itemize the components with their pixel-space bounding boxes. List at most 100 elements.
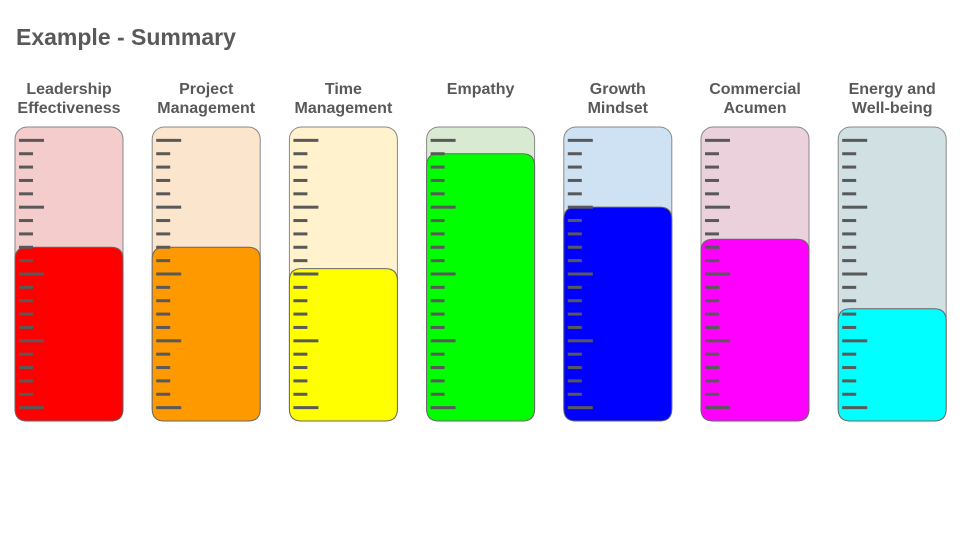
category-label: Commercial Acumen: [709, 81, 801, 117]
tick-mark: [705, 245, 719, 249]
tick-mark: [293, 312, 308, 316]
tick-mark: [430, 299, 445, 303]
tick-mark: [156, 352, 171, 356]
category-label: Time Management: [294, 81, 393, 117]
tick-mark: [430, 138, 456, 142]
tick-mark: [19, 165, 33, 169]
tick-mark: [705, 285, 719, 289]
tick-mark: [19, 325, 33, 329]
tick-mark: [567, 299, 582, 303]
tick-mark: [842, 339, 868, 343]
tick-mark: [19, 152, 33, 156]
tick-mark: [430, 366, 445, 370]
tick-mark: [156, 285, 171, 289]
tick-mark: [19, 339, 44, 343]
tick-mark: [430, 285, 445, 289]
tick-mark: [842, 205, 868, 209]
tick-mark: [842, 366, 857, 370]
tick-mark: [842, 392, 857, 396]
tick-mark: [293, 259, 308, 263]
tick-mark: [567, 205, 593, 209]
tick-mark: [293, 272, 319, 276]
tick-mark: [293, 192, 308, 196]
tick-mark: [19, 352, 33, 356]
tick-mark: [19, 392, 33, 396]
tick-mark: [156, 392, 171, 396]
tick-mark: [567, 366, 582, 370]
tick-mark: [842, 406, 868, 410]
tick-mark: [567, 259, 582, 263]
tick-mark: [19, 205, 44, 209]
tick-mark: [430, 205, 456, 209]
tick-mark: [567, 392, 582, 396]
tick-mark: [19, 178, 33, 182]
tick-mark: [842, 312, 857, 316]
tick-mark: [156, 152, 171, 156]
tick-mark: [156, 232, 171, 236]
tick-mark: [293, 152, 308, 156]
tick-mark: [705, 192, 719, 196]
tick-mark: [705, 205, 730, 209]
category-label: Leadership Effectiveness: [17, 81, 121, 117]
tick-mark: [293, 352, 308, 356]
tick-mark: [842, 285, 857, 289]
tick-mark: [293, 219, 308, 223]
tick-mark: [567, 219, 582, 223]
tick-mark: [156, 178, 171, 182]
tick-mark: [705, 352, 719, 356]
tick-mark: [705, 312, 719, 316]
tick-mark: [430, 152, 445, 156]
tick-mark: [19, 245, 33, 249]
tick-mark: [293, 379, 308, 383]
tick-mark: [567, 312, 582, 316]
tick-mark: [156, 138, 182, 142]
tick-mark: [156, 325, 171, 329]
tick-mark: [567, 325, 582, 329]
tick-mark: [430, 259, 445, 263]
tick-mark: [430, 165, 445, 169]
tick-mark: [19, 272, 44, 276]
tick-mark: [567, 245, 582, 249]
tick-mark: [842, 379, 857, 383]
tick-mark: [567, 232, 582, 236]
tick-mark: [19, 219, 33, 223]
tick-mark: [156, 219, 171, 223]
category-label: Growth Mindset: [587, 81, 649, 117]
tick-mark: [705, 392, 719, 396]
tick-mark: [567, 192, 582, 196]
tick-mark: [156, 259, 171, 263]
tick-mark: [430, 352, 445, 356]
tick-mark: [567, 165, 582, 169]
tick-mark: [293, 406, 319, 410]
tick-mark: [430, 245, 445, 249]
tick-mark: [293, 392, 308, 396]
tick-mark: [156, 192, 171, 196]
tick-mark: [293, 232, 308, 236]
tick-mark: [567, 272, 593, 276]
category-label: Project Management: [157, 81, 256, 117]
tick-mark: [430, 406, 456, 410]
tick-mark: [842, 152, 857, 156]
tick-mark: [842, 325, 857, 329]
tick-mark: [705, 325, 719, 329]
tick-mark: [293, 178, 308, 182]
tick-mark: [156, 205, 182, 209]
tick-mark: [705, 272, 730, 276]
tick-mark: [19, 138, 44, 142]
tick-mark: [156, 272, 182, 276]
tick-mark: [567, 406, 593, 410]
tick-mark: [293, 165, 308, 169]
tick-mark: [567, 379, 582, 383]
tick-mark: [430, 219, 445, 223]
tick-mark: [705, 152, 719, 156]
tick-mark: [19, 232, 33, 236]
tick-mark: [842, 138, 868, 142]
tick-mark: [705, 219, 719, 223]
tick-mark: [156, 165, 171, 169]
tick-mark: [19, 312, 33, 316]
tick-mark: [156, 312, 171, 316]
tick-mark: [705, 138, 730, 142]
tick-mark: [19, 259, 33, 263]
